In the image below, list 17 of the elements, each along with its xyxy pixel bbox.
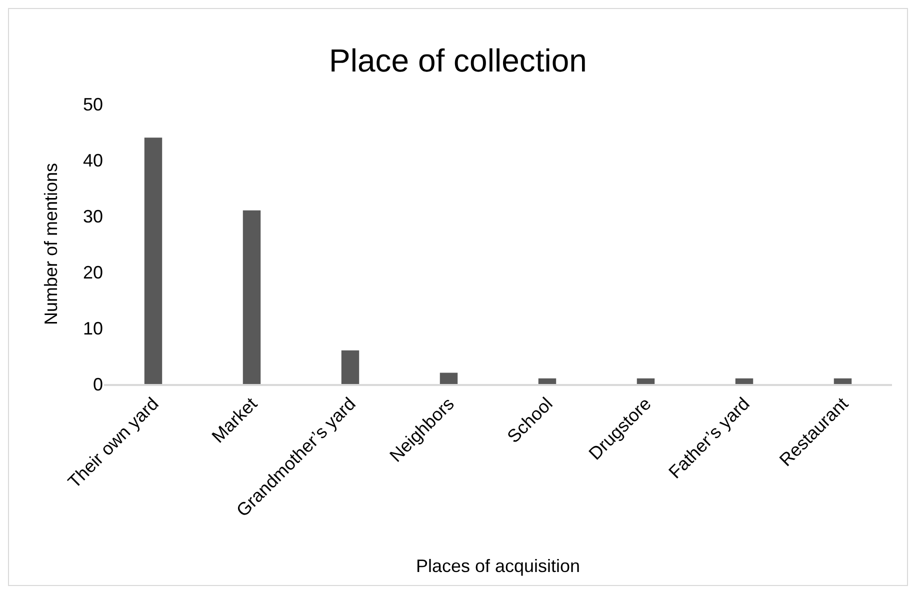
- chart-title: Place of collection: [329, 42, 587, 79]
- bar: [242, 210, 261, 384]
- bar: [538, 378, 556, 384]
- y-tick-label: 0: [92, 374, 103, 394]
- bar: [735, 378, 754, 384]
- y-tick-label: 10: [82, 318, 103, 338]
- y-tick-label: 30: [82, 206, 103, 226]
- y-tick-label: 50: [82, 94, 103, 114]
- bar: [834, 378, 852, 384]
- y-tick-label: 40: [82, 150, 103, 170]
- bar: [636, 378, 655, 384]
- bar: [341, 350, 360, 384]
- bar: [144, 138, 162, 384]
- bar: [440, 372, 458, 384]
- y-axis-title: Number of mentions: [41, 162, 62, 326]
- y-tick-label: 20: [82, 262, 103, 282]
- x-axis-title: Places of acquisition: [416, 556, 580, 576]
